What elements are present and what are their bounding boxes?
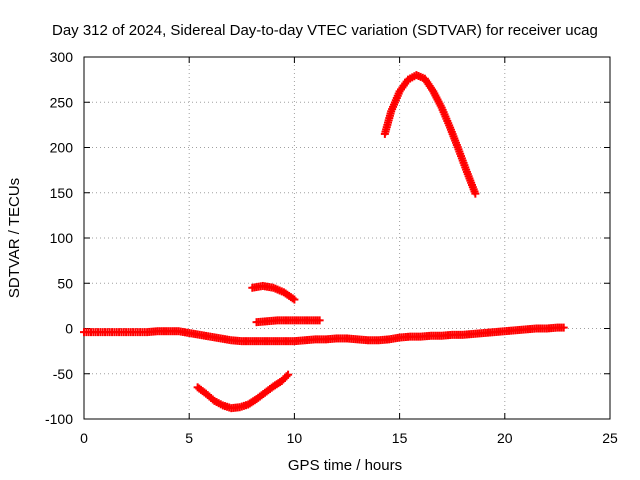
x-axis-title: GPS time / hours [288, 457, 402, 474]
data-points [80, 71, 568, 413]
y-tick-label: 100 [50, 230, 74, 246]
data-point [284, 370, 293, 379]
x-tick-label: 25 [602, 430, 618, 446]
y-tick-labels: -100 -50 0 50 100 150 200 250 300 [45, 49, 73, 427]
y-tick-label: 300 [50, 49, 74, 65]
x-tick-label: 10 [287, 430, 303, 446]
y-tick-label: 200 [50, 140, 74, 156]
y-tick-label: 0 [65, 321, 73, 337]
y-tick-label: 150 [50, 185, 74, 201]
data-point [290, 295, 299, 304]
y-tick-label: -50 [53, 366, 73, 382]
y-tick-label: 250 [50, 94, 74, 110]
x-tick-label: 15 [392, 430, 408, 446]
data-point [471, 189, 480, 198]
data-point [559, 323, 568, 332]
x-tick-label: 5 [185, 430, 193, 446]
x-tick-label: 0 [80, 430, 88, 446]
chart-title: Day 312 of 2024, Sidereal Day-to-day VTE… [52, 22, 598, 39]
data-point [282, 372, 291, 381]
x-tick-labels: 0 5 10 15 20 25 [80, 430, 618, 446]
y-tick-label: 50 [57, 275, 73, 291]
y-tick-label: -100 [45, 411, 73, 427]
x-tick-label: 20 [497, 430, 513, 446]
axis-ticks [83, 56, 611, 420]
y-axis-title: SDTVAR / TECUs [6, 178, 23, 298]
grid-lines [84, 57, 610, 419]
data-point [315, 316, 324, 325]
